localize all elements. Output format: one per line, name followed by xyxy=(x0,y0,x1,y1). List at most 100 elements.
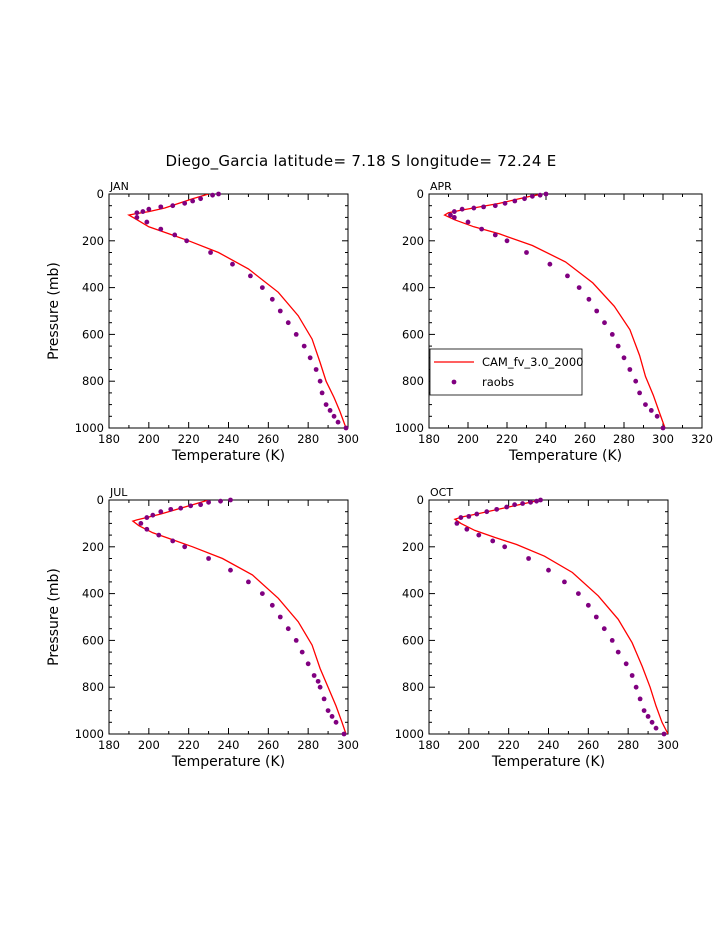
y-axis-title: Pressure (mb) xyxy=(46,568,62,666)
obs-point xyxy=(492,232,498,238)
x-tick-label: 240 xyxy=(218,738,240,752)
x-axis-title: Temperature (K) xyxy=(171,448,285,464)
obs-point xyxy=(158,226,164,232)
panel-jan: JAN 180 200 220 240 260 280 300 0 200 400 600 800 100… xyxy=(46,180,359,464)
obs-point xyxy=(299,649,305,655)
x-tick-label: 280 xyxy=(613,432,635,446)
obs-point xyxy=(633,378,639,384)
x-tick-label: 260 xyxy=(257,738,279,752)
x-tick-label: 300 xyxy=(657,738,679,752)
obs-point xyxy=(492,203,498,209)
obs-point xyxy=(543,191,549,197)
obs-point xyxy=(138,521,144,526)
obs-point xyxy=(609,332,615,337)
obs-point xyxy=(547,261,553,267)
obs-point xyxy=(601,626,607,632)
obs-point xyxy=(615,649,621,655)
obs-point xyxy=(311,673,317,678)
obs-point xyxy=(484,509,490,515)
obs-point xyxy=(546,567,551,573)
obs-point xyxy=(464,526,470,532)
y-tick-label: 400 xyxy=(402,587,424,601)
obs-point xyxy=(526,556,531,561)
obs-point xyxy=(637,390,642,396)
obs-point xyxy=(537,192,543,198)
x-tick-label: 220 xyxy=(178,738,200,752)
obs-point xyxy=(654,413,660,419)
obs-point xyxy=(319,390,325,396)
obs-point xyxy=(218,498,223,504)
y-tick-label: 0 xyxy=(417,493,424,507)
x-tick-label: 240 xyxy=(218,432,240,446)
obs-point xyxy=(629,673,635,678)
obs-point xyxy=(134,210,140,216)
obs-point xyxy=(210,192,215,198)
obs-point xyxy=(248,273,253,279)
panels: JAN 180 200 220 240 260 280 300 0 200 400 600 800 100… xyxy=(46,180,713,770)
obs-point xyxy=(313,367,319,372)
y-tick-label: 0 xyxy=(417,187,424,201)
obs-point xyxy=(329,714,335,719)
obs-point xyxy=(206,499,211,505)
obs-point xyxy=(585,602,591,608)
obs-point xyxy=(576,285,582,290)
y-tick-label: 1000 xyxy=(395,727,424,741)
obs-point xyxy=(661,731,667,737)
obs-point xyxy=(188,503,194,509)
obs-point xyxy=(490,538,496,544)
obs-point xyxy=(156,532,162,538)
panel-apr: APR 180 200 220 240 260 280 300 320 0 200 400 600 800… xyxy=(395,180,713,464)
y-tick-label: 200 xyxy=(402,540,424,554)
plot-frame xyxy=(108,499,349,735)
panel-jul: JUL 180 200 220 240 260 280 300 0 200 400 600 800 100… xyxy=(46,486,359,770)
obs-point xyxy=(168,506,174,512)
x-axis-title: Temperature (K) xyxy=(508,448,622,464)
obs-point xyxy=(269,602,275,608)
x-tick-label: 180 xyxy=(418,738,440,752)
obs-point xyxy=(602,320,607,326)
legend-box xyxy=(429,348,583,396)
model-line xyxy=(131,500,347,734)
legend-obs-label: raobs xyxy=(482,375,514,389)
obs-point xyxy=(645,714,651,719)
obs-point xyxy=(476,532,482,538)
y-tick-label: 800 xyxy=(82,374,104,388)
x-tick-label: 260 xyxy=(257,432,279,446)
obs-point xyxy=(458,515,464,520)
obs-point xyxy=(586,296,592,302)
obs-point xyxy=(134,215,140,220)
obs-point xyxy=(259,285,265,290)
obs-point xyxy=(504,504,510,510)
figure-title: Diego_Garcia latitude= 7.18 S longitude=… xyxy=(165,152,556,171)
obs-point xyxy=(259,591,265,596)
x-tick-label: 180 xyxy=(98,432,120,446)
obs-point xyxy=(660,425,666,431)
obs-point xyxy=(494,506,500,512)
obs-point xyxy=(228,497,233,503)
obs-point xyxy=(593,614,599,620)
x-tick-label: 300 xyxy=(337,738,359,752)
panel-label: JAN xyxy=(109,180,129,193)
obs-point xyxy=(341,731,347,737)
obs-point xyxy=(471,205,477,211)
obs-point xyxy=(575,591,581,596)
x-tick-label: 280 xyxy=(297,432,319,446)
obs-point xyxy=(451,215,457,220)
x-tick-label: 220 xyxy=(178,432,200,446)
x-tick-label: 260 xyxy=(574,432,596,446)
x-tick-label: 260 xyxy=(577,738,599,752)
panel-label: OCT xyxy=(430,486,453,499)
obs-point xyxy=(451,209,457,214)
obs-point xyxy=(454,521,460,526)
obs-point xyxy=(343,425,349,431)
obs-point xyxy=(649,719,655,725)
obs-point xyxy=(150,512,156,518)
obs-point xyxy=(158,509,164,515)
obs-point xyxy=(170,203,176,209)
obs-point xyxy=(293,638,299,643)
x-tick-label: 300 xyxy=(337,432,359,446)
obs-point xyxy=(144,526,150,532)
obs-point xyxy=(144,219,150,225)
